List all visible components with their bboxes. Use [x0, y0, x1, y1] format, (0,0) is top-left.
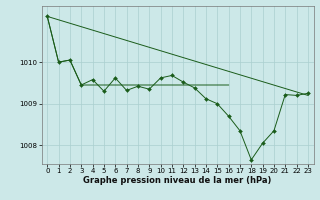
- X-axis label: Graphe pression niveau de la mer (hPa): Graphe pression niveau de la mer (hPa): [84, 176, 272, 185]
